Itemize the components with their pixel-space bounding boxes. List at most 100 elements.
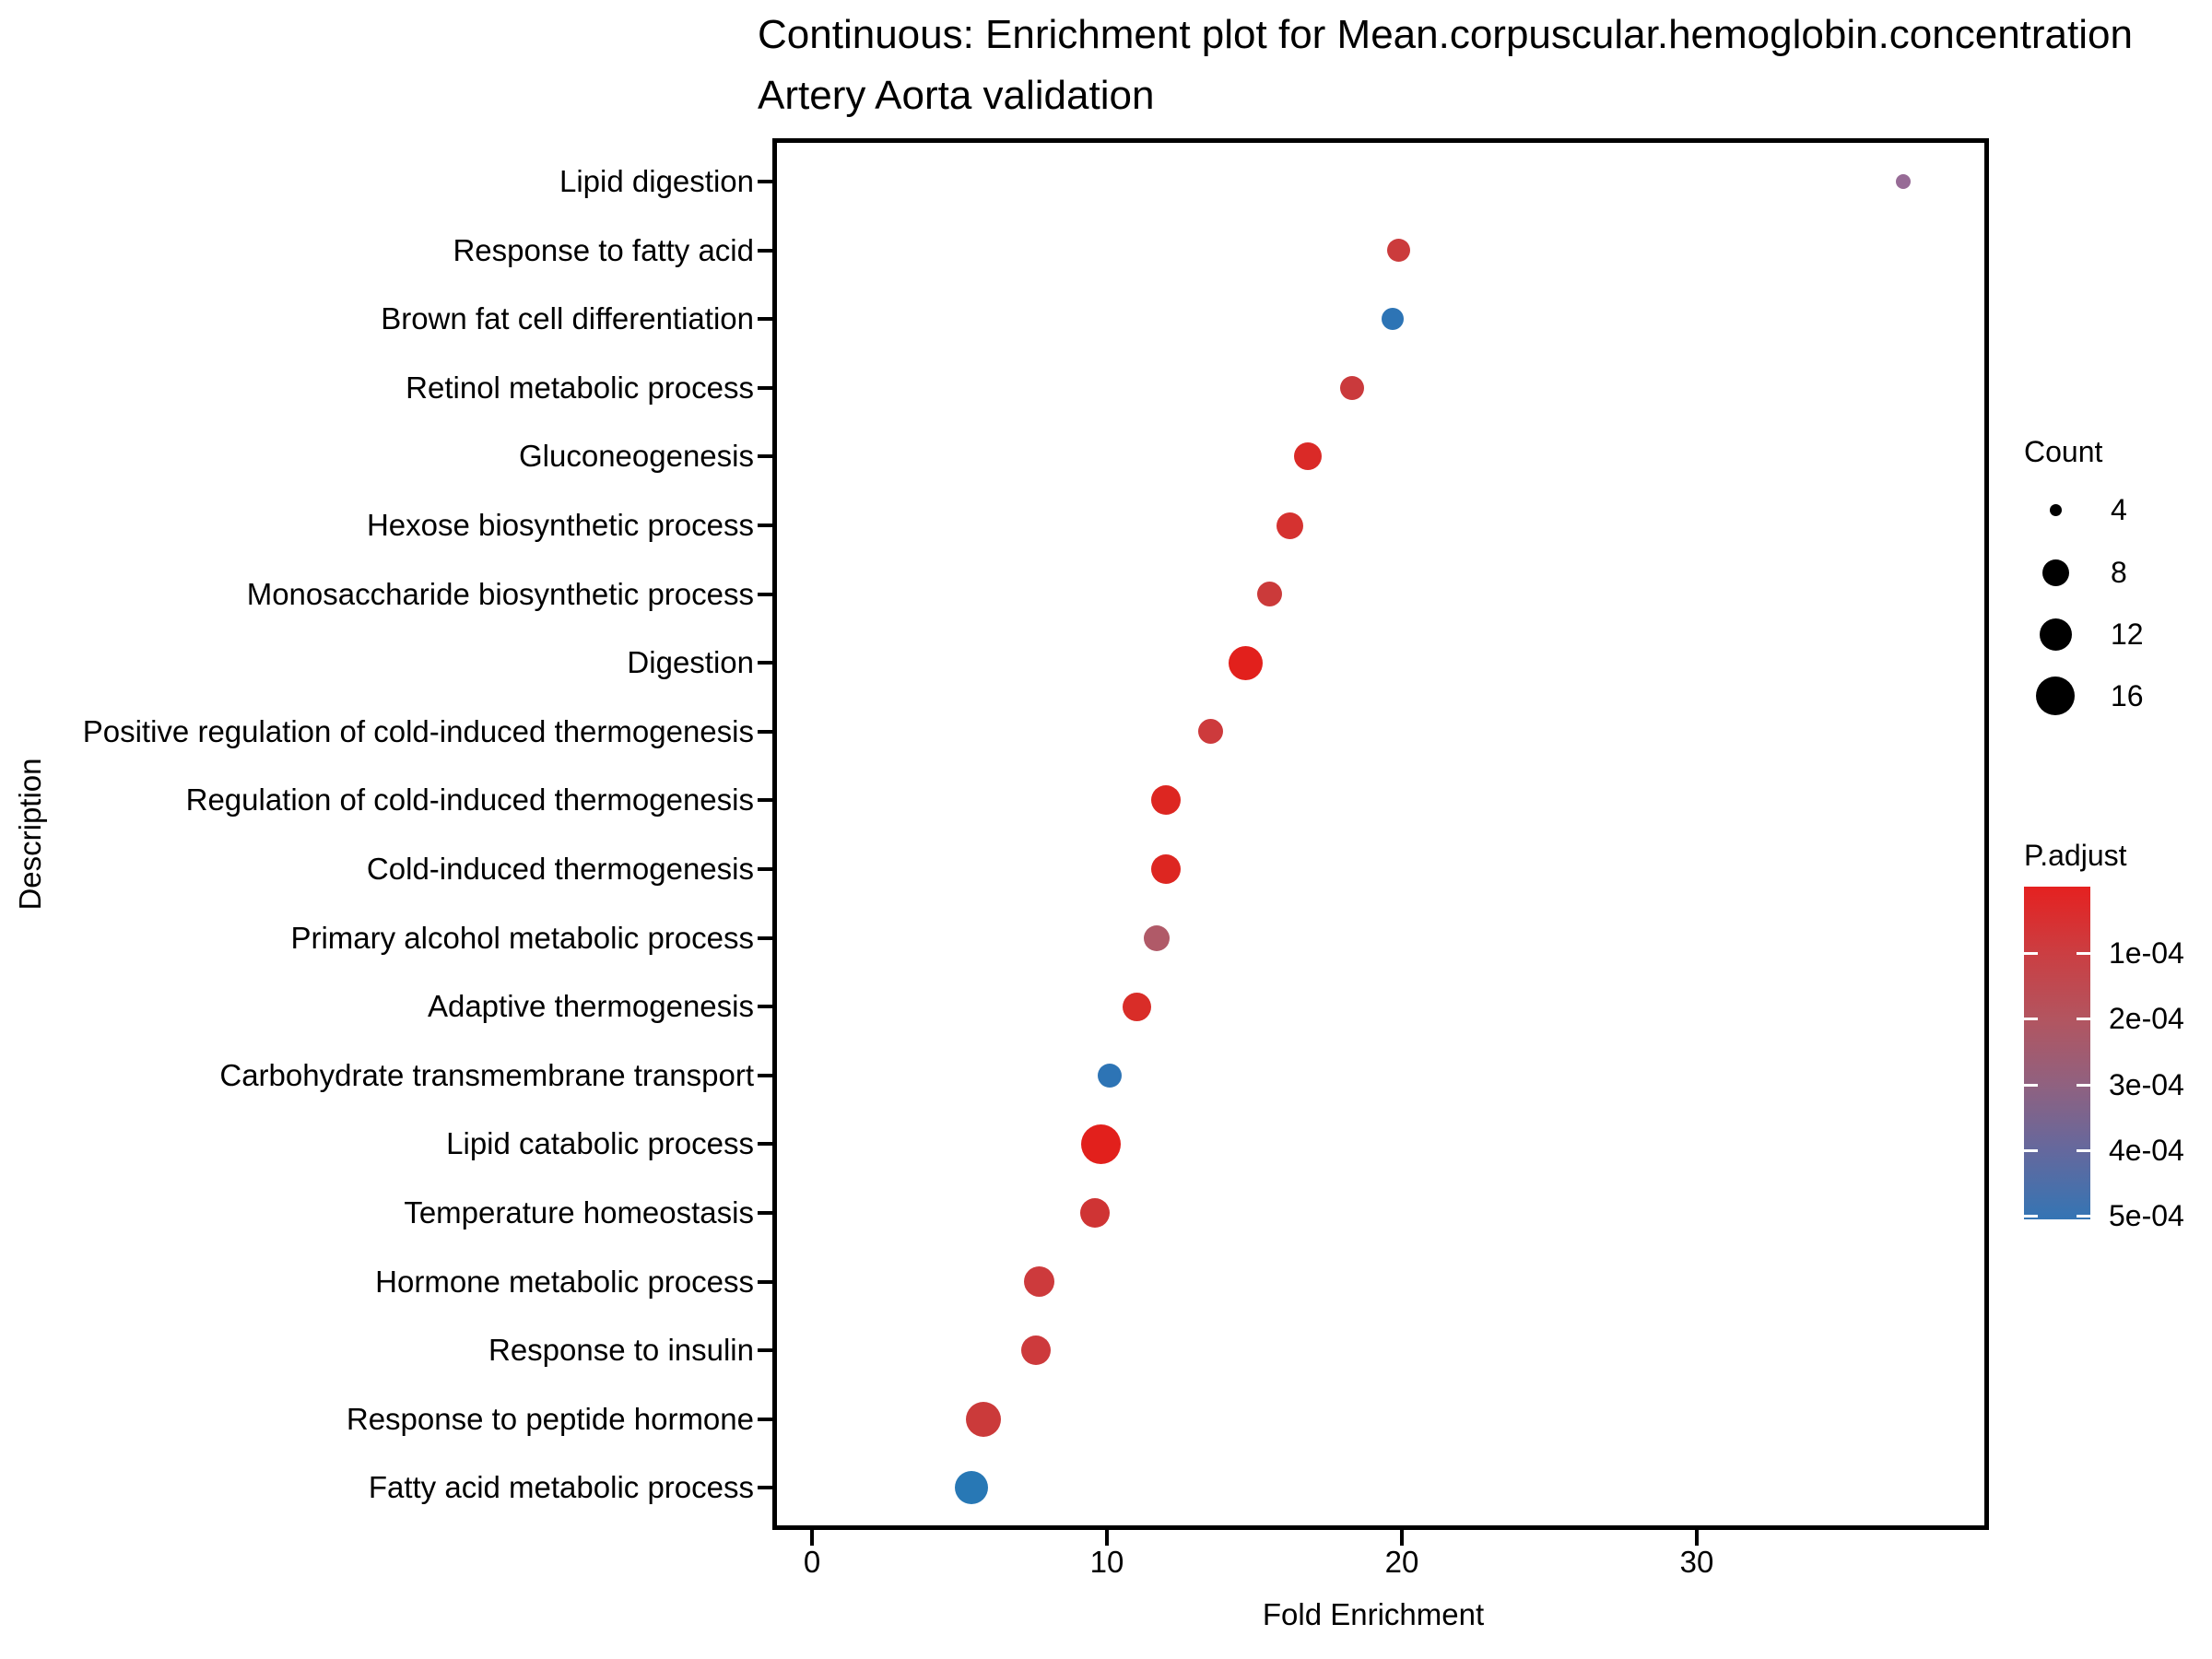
count-legend-label: 4 [2111, 493, 2127, 526]
y-tick-label: Fatty acid metabolic process [368, 1470, 754, 1505]
padjust-tick-mark [2077, 1018, 2090, 1021]
y-tick-mark [758, 524, 772, 527]
plot-subtitle: Artery Aorta validation [758, 73, 1155, 118]
y-tick-label: Retinol metabolic process [406, 370, 754, 405]
x-tick-label: 30 [1679, 1545, 1714, 1579]
count-legend-dot [2049, 503, 2062, 516]
y-tick-label: Lipid digestion [559, 164, 754, 198]
data-point [1387, 239, 1411, 263]
y-tick-mark [758, 935, 772, 940]
data-point [1122, 992, 1151, 1021]
padjust-tick-label: 1e-04 [2109, 936, 2184, 970]
y-tick-mark [758, 1142, 772, 1147]
plot-title: Continuous: Enrichment plot for Mean.cor… [758, 12, 2133, 57]
x-tick-mark [1695, 1529, 1699, 1546]
data-point [1081, 1124, 1122, 1164]
y-tick-label: Brown fat cell differentiation [381, 301, 754, 336]
y-tick-mark [758, 1486, 772, 1490]
count-legend-dot [2041, 559, 2069, 586]
y-tick-label: Regulation of cold-induced thermogenesis [185, 782, 754, 818]
count-legend-label: 12 [2111, 618, 2144, 651]
y-tick-label: Cold-induced thermogenesis [366, 852, 754, 886]
data-point [1080, 1198, 1111, 1228]
data-point [1098, 1063, 1123, 1088]
y-tick-mark [758, 1211, 772, 1215]
y-axis-title: Description [13, 758, 47, 911]
data-point [1021, 1335, 1052, 1366]
padjust-tick-label: 5e-04 [2109, 1199, 2184, 1232]
padjust-tick-label: 2e-04 [2109, 1002, 2184, 1036]
y-tick-label: Hormone metabolic process [375, 1264, 754, 1299]
y-tick-mark [758, 1417, 772, 1421]
padjust-tick-mark [2024, 1148, 2038, 1152]
padjust-legend-title: P.adjust [2024, 839, 2127, 872]
padjust-tick-mark [2077, 1083, 2090, 1087]
y-tick-label: Digestion [627, 645, 754, 680]
y-tick-mark [758, 1279, 772, 1284]
x-tick-label: 0 [803, 1545, 821, 1579]
padjust-tick-mark [2024, 952, 2038, 955]
x-tick-label: 10 [1089, 1545, 1124, 1579]
padjust-tick-mark [2077, 1215, 2090, 1218]
y-tick-label: Carbohydrate transmembrane transport [219, 1057, 754, 1092]
data-point [1151, 854, 1181, 884]
data-point [1276, 512, 1303, 539]
y-tick-mark [758, 592, 772, 596]
x-tick-mark [810, 1529, 814, 1546]
y-tick-mark [758, 180, 772, 183]
y-tick-label: Temperature homeostasis [404, 1195, 754, 1230]
y-tick-label: Gluconeogenesis [518, 439, 754, 474]
data-point [954, 1471, 988, 1505]
data-point [965, 1401, 1001, 1437]
count-legend-dot [2036, 677, 2075, 715]
x-axis-title: Fold Enrichment [1262, 1597, 1485, 1631]
y-tick-label: Response to peptide hormone [346, 1401, 754, 1436]
data-point [1896, 174, 1911, 189]
y-tick-label: Primary alcohol metabolic process [290, 920, 754, 955]
y-tick-label: Response to fatty acid [453, 232, 754, 267]
data-point [1023, 1266, 1054, 1298]
data-point [1228, 645, 1263, 680]
y-tick-mark [758, 1348, 772, 1353]
y-tick-label: Lipid catabolic process [446, 1126, 754, 1161]
y-tick-mark [758, 867, 772, 871]
x-tick-label: 20 [1384, 1545, 1419, 1579]
y-tick-label: Hexose biosynthetic process [366, 508, 754, 542]
data-point [1382, 308, 1405, 331]
data-point [1339, 375, 1364, 400]
y-tick-mark [758, 798, 772, 803]
data-point [1144, 924, 1171, 951]
data-point [1293, 442, 1322, 471]
plot-panel-border [772, 138, 1989, 1530]
padjust-tick-mark [2077, 1148, 2090, 1152]
x-tick-mark [1105, 1529, 1109, 1546]
padjust-tick-mark [2077, 952, 2090, 955]
padjust-tick-mark [2024, 1018, 2038, 1021]
count-legend-title: Count [2024, 435, 2103, 468]
padjust-tick-mark [2024, 1083, 2038, 1087]
y-tick-mark [758, 1005, 772, 1009]
x-tick-mark [1400, 1529, 1404, 1546]
count-legend-dot [2039, 618, 2072, 651]
y-tick-label: Positive regulation of cold-induced ther… [82, 713, 754, 748]
padjust-tick-label: 4e-04 [2109, 1133, 2184, 1167]
padjust-gradient-bar [2024, 887, 2090, 1219]
y-tick-mark [758, 385, 772, 390]
count-legend-label: 8 [2111, 556, 2127, 589]
y-tick-mark [758, 729, 772, 734]
y-tick-mark [758, 661, 772, 665]
data-point [1197, 719, 1223, 745]
y-tick-mark [758, 248, 772, 253]
data-point [1151, 785, 1181, 816]
y-tick-label: Monosaccharide biosynthetic process [246, 576, 754, 611]
y-tick-mark [758, 317, 772, 322]
padjust-tick-mark [2024, 1215, 2038, 1218]
y-tick-mark [758, 1073, 772, 1077]
padjust-tick-label: 3e-04 [2109, 1067, 2184, 1101]
y-tick-label: Response to insulin [488, 1333, 754, 1368]
y-tick-mark [758, 454, 772, 459]
count-legend-label: 16 [2111, 679, 2144, 712]
data-point [1256, 582, 1282, 607]
y-tick-label: Adaptive thermogenesis [427, 989, 754, 1024]
